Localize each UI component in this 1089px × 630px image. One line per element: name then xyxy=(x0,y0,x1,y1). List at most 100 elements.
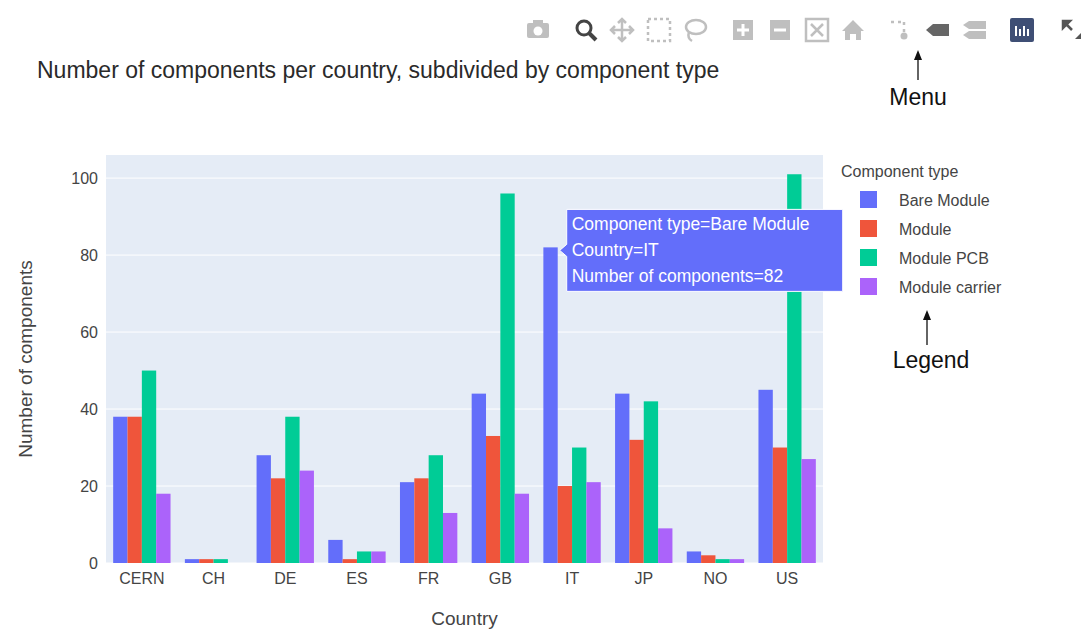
icon-part xyxy=(1063,21,1072,30)
bar[interactable] xyxy=(128,417,142,563)
icon-part xyxy=(901,33,908,40)
legend-swatch[interactable] xyxy=(860,278,877,295)
icon-part xyxy=(688,32,692,41)
bar[interactable] xyxy=(357,551,371,563)
tooltip-text: Number of components=82 xyxy=(572,266,784,286)
bar[interactable] xyxy=(658,528,672,563)
bar[interactable] xyxy=(371,551,385,563)
y-tick-label: 80 xyxy=(80,247,98,264)
modebar xyxy=(527,18,1081,42)
bar[interactable] xyxy=(328,540,342,563)
icon-part xyxy=(963,21,986,39)
plotly-logo[interactable] xyxy=(1010,18,1034,42)
icon-part xyxy=(648,19,670,41)
bar[interactable] xyxy=(271,478,285,563)
legend-swatch[interactable] xyxy=(860,191,877,208)
bar[interactable] xyxy=(644,401,658,563)
bar[interactable] xyxy=(801,459,815,563)
bar[interactable] xyxy=(343,559,357,563)
bar[interactable] xyxy=(687,551,701,563)
bar[interactable] xyxy=(500,193,514,563)
icon-part xyxy=(806,19,828,41)
x-tick-label: JP xyxy=(634,570,653,587)
tooltip-box xyxy=(560,209,843,291)
bar[interactable] xyxy=(300,471,314,563)
bar[interactable] xyxy=(443,513,457,563)
zoom-icon[interactable] xyxy=(577,21,596,40)
bar[interactable] xyxy=(214,559,228,563)
icon-part xyxy=(1027,29,1029,36)
camera-icon[interactable] xyxy=(527,20,549,38)
icon-part xyxy=(926,24,949,36)
pan-icon[interactable] xyxy=(611,19,633,41)
bar[interactable] xyxy=(257,455,271,563)
x-tick-label: GB xyxy=(489,570,512,587)
icon-part xyxy=(589,33,596,40)
bar[interactable] xyxy=(715,559,729,563)
home-icon[interactable] xyxy=(842,20,864,40)
grid-line xyxy=(106,178,823,179)
annotation-arrowhead xyxy=(923,310,931,320)
hover-compare-icon[interactable] xyxy=(963,21,986,39)
icon-part xyxy=(733,20,753,40)
bar[interactable] xyxy=(400,482,414,563)
tooltip-text: Component type=Bare Module xyxy=(572,214,810,234)
bar[interactable] xyxy=(113,417,127,563)
autoscale-icon[interactable] xyxy=(806,19,828,41)
zoom-out-icon[interactable] xyxy=(770,20,790,40)
box-select-icon[interactable] xyxy=(648,19,670,41)
x-tick-label: DE xyxy=(274,570,296,587)
icon-part xyxy=(774,29,786,32)
bar[interactable] xyxy=(586,482,600,563)
bar[interactable] xyxy=(486,436,500,563)
x-tick-label: ES xyxy=(346,570,367,587)
icon-part xyxy=(1075,33,1081,39)
grid-line xyxy=(106,332,823,333)
hover-closest-icon[interactable] xyxy=(926,24,949,36)
legend-label[interactable]: Module xyxy=(899,221,952,238)
icon-part xyxy=(686,20,706,34)
legend-swatch[interactable] xyxy=(860,220,877,237)
tooltip-text: Country=IT xyxy=(572,240,659,260)
bar[interactable] xyxy=(615,394,629,563)
legend-label[interactable]: Module PCB xyxy=(899,250,989,267)
bar[interactable] xyxy=(629,440,643,563)
chart: 020406080100CERNCHDEESFRGBITJPNOUSCountr… xyxy=(0,0,1089,630)
y-tick-label: 0 xyxy=(89,555,98,572)
icon-part xyxy=(1023,26,1025,36)
bar[interactable] xyxy=(142,371,156,563)
bar[interactable] xyxy=(156,494,170,563)
plot-area xyxy=(106,155,823,563)
bar[interactable] xyxy=(185,559,199,563)
icon-part xyxy=(770,20,790,40)
y-tick-label: 20 xyxy=(80,478,98,495)
bar[interactable] xyxy=(228,563,242,564)
grid-line xyxy=(106,409,823,410)
bar[interactable] xyxy=(701,555,715,563)
bar[interactable] xyxy=(285,417,299,563)
bar[interactable] xyxy=(414,478,428,563)
lasso-icon[interactable] xyxy=(686,20,706,41)
bar[interactable] xyxy=(730,559,744,563)
bar[interactable] xyxy=(758,390,772,563)
spike-icon[interactable] xyxy=(891,22,908,40)
icon-part xyxy=(891,22,904,32)
legend-label[interactable]: Bare Module xyxy=(899,192,990,209)
bar[interactable] xyxy=(199,559,213,563)
bar[interactable] xyxy=(773,448,787,563)
zoom-in-icon[interactable] xyxy=(733,20,753,40)
bar[interactable] xyxy=(543,247,557,563)
icon-part xyxy=(842,20,864,40)
bar[interactable] xyxy=(558,486,572,563)
y-tick-label: 60 xyxy=(80,324,98,341)
legend-title: Component type xyxy=(841,163,959,180)
legend-swatch[interactable] xyxy=(860,249,877,266)
bar[interactable] xyxy=(472,394,486,563)
bar[interactable] xyxy=(429,455,443,563)
legend-label[interactable]: Module carrier xyxy=(899,279,1002,296)
expand-icon[interactable] xyxy=(1063,21,1081,39)
bar[interactable] xyxy=(572,448,586,563)
annotation: Legend xyxy=(893,347,970,373)
icon-part xyxy=(811,24,823,36)
bar[interactable] xyxy=(515,494,529,563)
